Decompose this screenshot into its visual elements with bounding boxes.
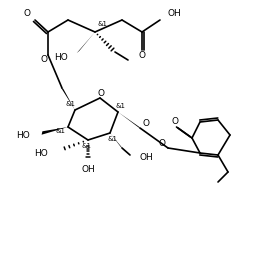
- Text: HO: HO: [54, 52, 68, 61]
- Text: &1: &1: [82, 143, 92, 149]
- Text: O: O: [139, 52, 146, 60]
- Text: &1: &1: [65, 101, 75, 107]
- Text: &1: &1: [115, 103, 125, 109]
- Text: &1: &1: [56, 128, 66, 134]
- Text: &1: &1: [98, 21, 108, 27]
- Polygon shape: [42, 127, 68, 135]
- Text: OH: OH: [140, 152, 154, 162]
- Text: O: O: [23, 10, 30, 19]
- Text: OH: OH: [81, 165, 95, 174]
- Text: &1: &1: [107, 136, 117, 142]
- Text: O: O: [41, 54, 48, 63]
- Polygon shape: [110, 133, 123, 149]
- Polygon shape: [61, 87, 75, 110]
- Text: O: O: [172, 117, 179, 126]
- Text: HO: HO: [34, 149, 48, 157]
- Text: O: O: [143, 119, 150, 128]
- Text: O: O: [158, 140, 165, 149]
- Text: HO: HO: [16, 132, 30, 141]
- Text: O: O: [97, 88, 104, 98]
- Polygon shape: [77, 32, 95, 53]
- Text: OH: OH: [168, 10, 182, 19]
- Polygon shape: [118, 112, 141, 129]
